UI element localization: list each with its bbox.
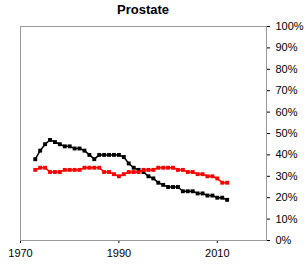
svg-text:1970: 1970 — [8, 247, 32, 259]
svg-text:60%: 60% — [276, 106, 298, 118]
svg-text:50%: 50% — [276, 127, 298, 139]
svg-text:40%: 40% — [276, 148, 298, 160]
svg-text:100%: 100% — [276, 20, 304, 32]
svg-text:10%: 10% — [276, 213, 298, 225]
html-text:Prostate: Prostate — [117, 2, 169, 17]
svg-text:2010: 2010 — [205, 247, 229, 259]
svg-text:20%: 20% — [276, 191, 298, 203]
svg-text:80%: 80% — [276, 63, 298, 75]
svg-text:70%: 70% — [276, 84, 298, 96]
svg-text:90%: 90% — [276, 41, 298, 53]
svg-text:30%: 30% — [276, 170, 298, 182]
svg-text:1990: 1990 — [107, 247, 131, 259]
svg-text:0%: 0% — [276, 234, 292, 246]
